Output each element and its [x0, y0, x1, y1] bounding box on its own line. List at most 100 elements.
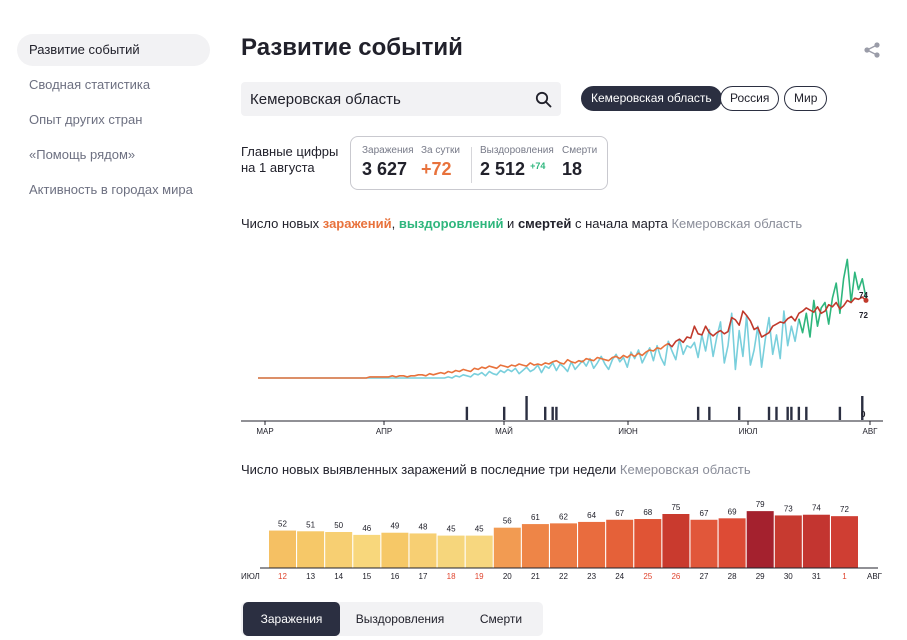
- stat-daily-value: +72: [421, 159, 452, 179]
- x-tick-label: АВГ: [862, 427, 878, 436]
- bar-value-label: 50: [334, 521, 343, 530]
- chart2-region: Кемеровская область: [619, 462, 751, 477]
- chart1-title-suffix: с начала марта: [571, 216, 668, 231]
- bar-category-label: 25: [643, 572, 652, 581]
- tab-recovered[interactable]: Выздоровления: [355, 612, 445, 626]
- chart1-title-prefix: Число новых: [241, 216, 323, 231]
- bar: [437, 535, 465, 568]
- three-weeks-bar-chart: 52 12 51 13 50 14 46 15 49 16 48 17 45 18 45 19 56 20 61 21…: [241, 500, 883, 581]
- stat-daily-label: За сутки: [421, 145, 460, 156]
- bar-category-label: 26: [671, 572, 680, 581]
- bar-category-label: 31: [812, 572, 821, 581]
- deaths-bar: [775, 406, 778, 420]
- stat-deaths: Смерти 18: [562, 145, 597, 180]
- bar: [802, 514, 830, 568]
- bar-category-label: 27: [700, 572, 709, 581]
- bar-category-label: 22: [559, 572, 568, 581]
- bar-value-label: 74: [812, 504, 821, 513]
- sidebar-item-events[interactable]: Развитие событий: [17, 34, 210, 66]
- bar-category-label: 20: [503, 572, 512, 581]
- deaths-bar: [544, 406, 547, 420]
- stat-deaths-label: Смерти: [562, 145, 598, 156]
- metric-tabs: Заражения Выздоровления Смерти: [241, 602, 543, 636]
- search-input[interactable]: Кемеровская область: [250, 91, 401, 108]
- bar: [493, 527, 521, 568]
- bar-value-label: 45: [447, 525, 456, 534]
- deaths-bar: [767, 406, 771, 420]
- bar-category-label: 28: [728, 572, 737, 581]
- bar: [634, 519, 662, 568]
- deaths-bar: [708, 406, 711, 420]
- bar-category-label: 21: [531, 572, 540, 581]
- deaths-bar: [805, 406, 808, 420]
- stat-infected-label: Заражения: [362, 145, 414, 156]
- bar: [690, 519, 718, 568]
- deaths-bar: [797, 406, 801, 420]
- bar: [353, 534, 381, 568]
- bar: [662, 514, 690, 568]
- region-button-kemerovo[interactable]: Кемеровская область: [581, 86, 722, 111]
- bar-value-label: 61: [531, 513, 540, 522]
- bar-category-label: 16: [390, 572, 399, 581]
- bar-end-month-label: АВГ: [867, 572, 883, 581]
- bar-category-label: 29: [756, 572, 765, 581]
- tab-deaths[interactable]: Смерти: [479, 612, 523, 626]
- bar: [718, 518, 746, 568]
- bar-value-label: 68: [643, 508, 652, 517]
- chart1-title-and: и: [503, 216, 518, 231]
- chart1-title-comma: ,: [391, 216, 399, 231]
- x-tick-label: АПР: [376, 427, 392, 436]
- recovered-line-early: [258, 310, 800, 379]
- bar: [297, 531, 325, 568]
- bar-value-label: 56: [503, 517, 512, 526]
- chart2-title-text: Число новых выявленных заражений в после…: [241, 462, 617, 477]
- bar-category-label: 13: [306, 572, 315, 581]
- recovered-line-late: [798, 258, 867, 338]
- stat-recovered: Выздоровления 2 512 +74: [480, 145, 554, 180]
- chart1-title-infected: заражений: [322, 216, 392, 231]
- region-button-world[interactable]: Мир: [784, 86, 828, 111]
- x-tick-label: ИЮН: [618, 427, 638, 436]
- bar-value-label: 52: [278, 520, 287, 529]
- deaths-bar: [502, 406, 506, 420]
- main-figures-box: Заражения 3 627 За сутки +72 Выздоровлен…: [350, 136, 608, 190]
- deaths-bar: [465, 406, 469, 420]
- chart1-region: Кемеровская область: [671, 216, 803, 231]
- deaths-bar: [786, 406, 789, 420]
- infected-end-dot: [863, 297, 869, 303]
- bar: [550, 523, 577, 568]
- sidebar-item-summary[interactable]: Сводная статистика: [29, 77, 151, 92]
- infected-line-late: [667, 296, 867, 348]
- region-search[interactable]: Кемеровская область: [241, 82, 561, 116]
- share-icon[interactable]: [863, 42, 881, 58]
- chart1-title-recovered: выздоровлений: [398, 216, 504, 231]
- x-tick-label: МАЙ: [495, 427, 513, 436]
- chart2-title: Число новых выявленных заражений в после…: [241, 462, 751, 477]
- stat-recovered-delta: +74: [530, 161, 546, 171]
- bar-value-label: 75: [671, 503, 680, 512]
- bar-category-label: 23: [587, 572, 596, 581]
- bar-value-label: 67: [700, 509, 709, 518]
- bar: [831, 516, 858, 568]
- infected-line-early: [258, 342, 669, 379]
- bar-value-label: 49: [390, 522, 399, 531]
- daily-cases-line-chart: МАР АПР МАЙ ИЮН ИЮЛ АВГ 74 72 0: [241, 258, 883, 436]
- deaths-bar: [525, 396, 528, 420]
- sidebar-item-help-nearby[interactable]: «Помощь рядом»: [29, 147, 136, 162]
- bar: [746, 511, 774, 568]
- deaths-bar: [790, 406, 793, 420]
- bar-category-label: 1: [842, 572, 847, 581]
- bar: [269, 530, 296, 568]
- search-icon[interactable]: [535, 91, 552, 108]
- sidebar-item-other-countries[interactable]: Опыт других стран: [29, 112, 143, 127]
- tab-infected[interactable]: Заражения: [243, 602, 340, 636]
- deaths-end-label: 0: [861, 410, 866, 419]
- stat-infected-value: 3 627: [362, 159, 408, 179]
- deaths-bar: [737, 406, 741, 420]
- bar-value-label: 72: [840, 505, 849, 514]
- bar-start-month-label: ИЮЛ: [241, 572, 260, 581]
- sidebar-item-world-cities[interactable]: Активность в городах мира: [29, 182, 193, 197]
- bar-category-label: 14: [334, 572, 343, 581]
- bar: [381, 532, 409, 568]
- region-button-russia[interactable]: Россия: [720, 86, 780, 111]
